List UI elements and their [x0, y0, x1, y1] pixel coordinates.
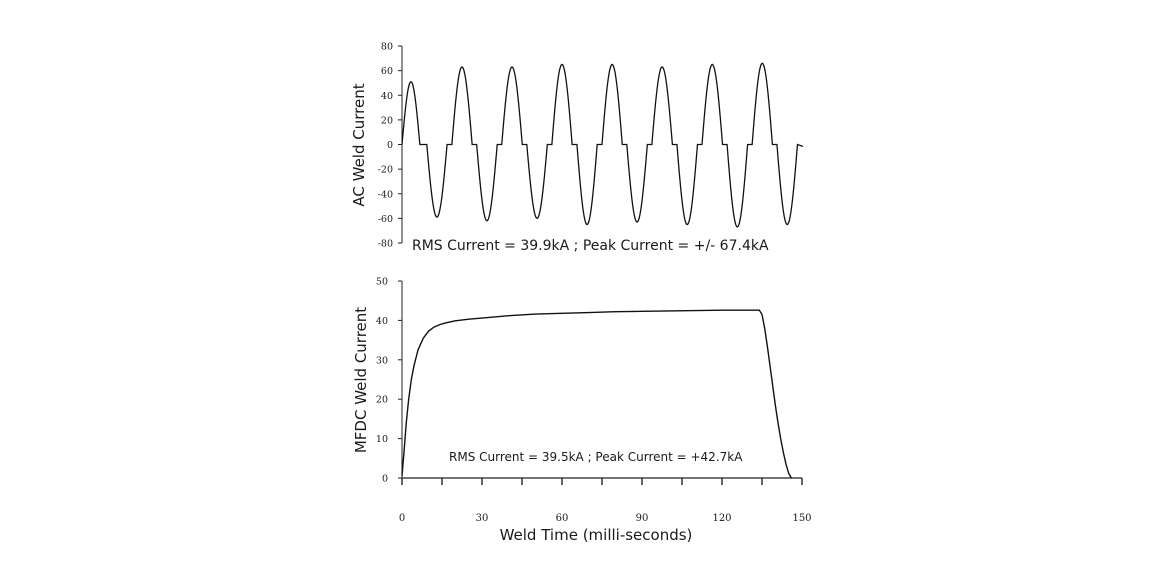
ac-y-ticks: 80 60 40 20 0 -20 -40 -60 -80: [378, 42, 402, 250]
mfdc-y-tick-label: 0: [382, 474, 388, 485]
mfdc-y-axis-label: MFDC Weld Current: [352, 307, 370, 453]
ac-y-tick-label: -80: [378, 239, 393, 250]
mfdc-y-ticks: 50 40 30 20 10 0: [376, 277, 402, 485]
mfdc-annotation: RMS Current = 39.5kA ; Peak Current = +4…: [449, 450, 743, 464]
mfdc-x-tick-label: 120: [712, 513, 731, 524]
mfdc-y-tick-label: 50: [376, 277, 388, 288]
ac-y-tick-label: 60: [381, 66, 393, 77]
ac-y-tick-label: 40: [381, 91, 393, 102]
mfdc-y-tick-label: 10: [376, 434, 388, 445]
mfdc-x-ticks: 0 30 60 90 120 150: [399, 478, 812, 524]
ac-annotation: RMS Current = 39.9kA ; Peak Current = +/…: [412, 238, 769, 254]
mfdc-y-tick-label: 30: [376, 355, 388, 366]
ac-y-tick-label: 80: [381, 42, 393, 53]
ac-y-tick-label: -60: [378, 214, 393, 225]
mfdc-x-tick-label: 60: [556, 513, 569, 524]
mfdc-x-tick-label: 0: [399, 513, 405, 524]
mfdc-chart: 50 40 30 20 10 0 0 30 60 90 120 150 MFDC Weld Curr…: [352, 277, 812, 545]
ac-y-tick-label: 20: [381, 115, 393, 126]
ac-y-axis-label: AC Weld Current: [350, 83, 368, 206]
mfdc-x-tick-label: 150: [792, 513, 811, 524]
ac-y-tick-label: -40: [378, 189, 393, 200]
mfdc-x-axis-label: Weld Time (milli-seconds): [500, 526, 693, 544]
ac-y-tick-label: 0: [387, 140, 393, 151]
mfdc-y-tick-label: 20: [376, 395, 388, 406]
ac-y-tick-label: -20: [378, 165, 393, 176]
mfdc-x-tick-label: 90: [636, 513, 649, 524]
mfdc-current-line: [401, 309, 792, 479]
ac-chart: 80 60 40 20 0 -20 -40 -60 -80 AC Weld Current RM…: [350, 42, 804, 254]
mfdc-y-tick-label: 40: [376, 316, 388, 327]
ac-current-line: [401, 62, 804, 228]
mfdc-x-tick-label: 30: [476, 513, 489, 524]
